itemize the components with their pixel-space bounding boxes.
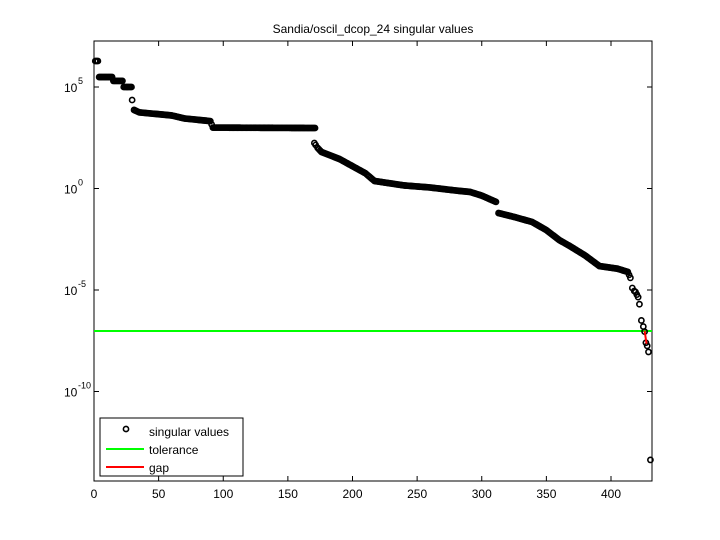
data-point bbox=[119, 77, 126, 85]
x-tick-label: 200 bbox=[342, 487, 362, 501]
x-tick-label: 50 bbox=[152, 487, 166, 501]
y-tick-label: 10 bbox=[64, 183, 78, 197]
data-point bbox=[128, 96, 136, 104]
y-tick-label: 10 bbox=[64, 284, 78, 298]
y-tick-exponent: -5 bbox=[78, 279, 86, 289]
x-tick-label: 250 bbox=[407, 487, 427, 501]
legend-label-gap: gap bbox=[149, 461, 169, 475]
data-point bbox=[128, 83, 135, 91]
legend-label-tolerance: tolerance bbox=[149, 443, 199, 457]
y-tick-label: 10 bbox=[64, 81, 78, 95]
y-tick-exponent: 5 bbox=[78, 76, 83, 86]
data-point bbox=[94, 57, 102, 65]
singular-values-series bbox=[91, 57, 654, 464]
gap-line bbox=[643, 330, 648, 344]
data-point bbox=[645, 348, 652, 356]
legend-label-singular-values: singular values bbox=[149, 425, 229, 439]
x-tick-label: 300 bbox=[472, 487, 492, 501]
data-point bbox=[311, 124, 319, 132]
x-tick-label: 0 bbox=[91, 487, 98, 501]
data-point bbox=[492, 198, 500, 206]
x-axis: 0 50 100 150 200 250 300 350 400 bbox=[91, 41, 621, 501]
data-point bbox=[626, 274, 634, 282]
x-tick-label: 350 bbox=[536, 487, 556, 501]
data-point bbox=[636, 300, 643, 308]
y-tick-exponent: -10 bbox=[78, 381, 91, 391]
x-tick-label: 400 bbox=[601, 487, 621, 501]
axes-box bbox=[93, 40, 653, 482]
y-tick-label: 10 bbox=[64, 386, 78, 400]
legend-marker-circle-icon bbox=[122, 425, 130, 433]
chart-title: Sandia/oscil_dcop_24 singular values bbox=[273, 22, 474, 36]
x-tick-label: 150 bbox=[278, 487, 298, 501]
data-point bbox=[647, 456, 654, 464]
x-tick-label: 100 bbox=[213, 487, 233, 501]
legend: singular values tolerance gap bbox=[99, 417, 244, 477]
data-point bbox=[206, 117, 214, 125]
data-point bbox=[637, 317, 645, 324]
y-tick-exponent: 0 bbox=[78, 178, 83, 188]
data-point bbox=[634, 293, 642, 301]
